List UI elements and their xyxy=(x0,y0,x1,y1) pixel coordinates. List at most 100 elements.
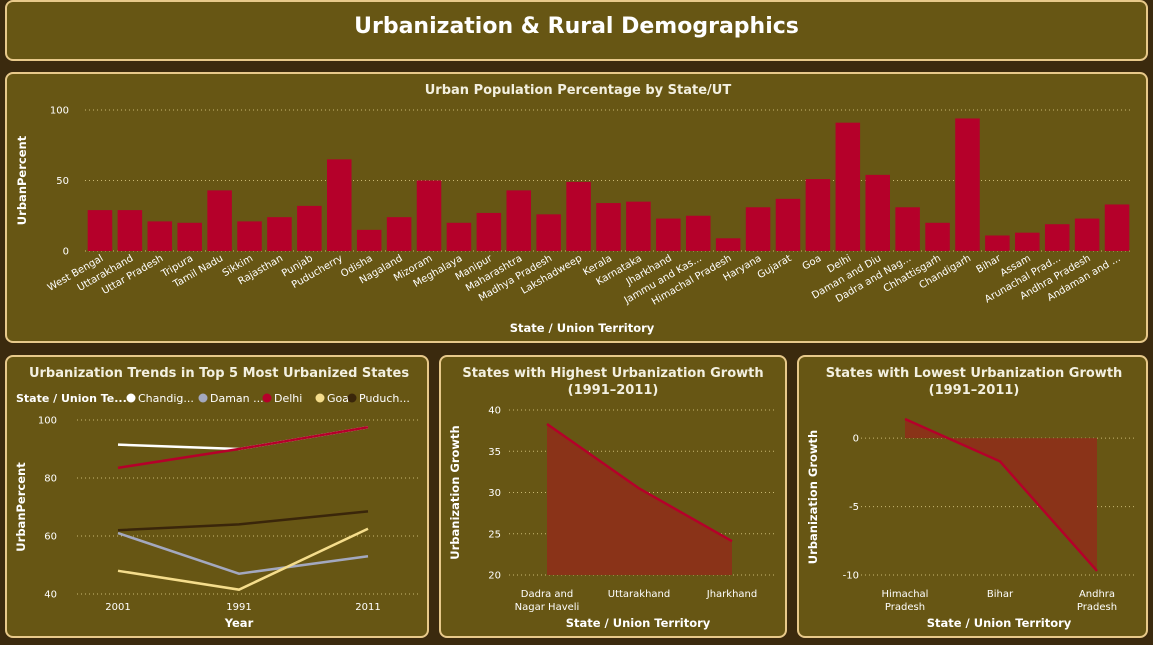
legend-label: Chandig... xyxy=(138,392,194,405)
area-line xyxy=(904,417,1098,572)
chart-title: States with Highest Urbanization Growth xyxy=(462,366,763,381)
bar xyxy=(925,222,950,251)
series-line xyxy=(117,426,369,470)
title-panel: Urbanization & Rural Demographics xyxy=(5,0,1148,61)
bar xyxy=(356,229,382,251)
x-tick-label: Bihar xyxy=(987,589,1014,600)
area-line xyxy=(546,423,733,543)
y-axis-title: UrbanPercent xyxy=(15,135,29,225)
legend-label: Puduch... xyxy=(359,392,410,405)
bar xyxy=(805,179,831,251)
legend-title: State / Union Te... xyxy=(16,392,127,405)
bar xyxy=(656,218,681,251)
bar xyxy=(566,181,591,251)
x-axis-title: State / Union Territory xyxy=(566,616,711,630)
lowest-growth-panel: States with Lowest Urbanization Growth (1… xyxy=(797,355,1148,638)
y-tick-label: -10 xyxy=(843,571,859,582)
x-tick-label: Dadra and xyxy=(521,589,573,600)
legend-marker xyxy=(262,393,272,403)
y-axis-title: Urbanization Growth xyxy=(806,430,820,564)
x-tick-label: Nagar Haveli xyxy=(515,602,580,613)
series-line xyxy=(117,531,369,575)
chart-title: Urban Population Percentage by State/UT xyxy=(425,83,732,98)
bar xyxy=(416,180,442,251)
y-tick-label: 50 xyxy=(56,176,69,187)
bar xyxy=(87,210,113,251)
urbanization-trends-line-chart: Urbanization Trends in Top 5 Most Urbani… xyxy=(14,366,419,630)
y-tick-label: 40 xyxy=(44,590,57,601)
y-axis-title: UrbanPercent xyxy=(14,462,28,552)
area-fill xyxy=(905,419,1097,571)
x-tick-label: 1991 xyxy=(226,602,251,613)
chart-title: States with Lowest Urbanization Growth xyxy=(826,366,1123,381)
bar xyxy=(536,214,561,251)
bar xyxy=(237,221,262,251)
x-tick-label: 2001 xyxy=(105,602,130,613)
x-axis-title: State / Union Territory xyxy=(927,616,1072,630)
x-tick-label: Goa xyxy=(801,253,824,273)
series-line xyxy=(117,426,369,451)
x-tick-label: Himachal xyxy=(882,589,929,600)
urban-percentage-panel: Urban Population Percentage by State/UT 0… xyxy=(5,72,1148,343)
legend-label: Daman ... xyxy=(210,392,264,405)
bar xyxy=(1044,224,1070,251)
chart-subtitle: (1991–2011) xyxy=(568,383,659,398)
page-title: Urbanization & Rural Demographics xyxy=(354,14,799,39)
y-tick-label: -5 xyxy=(849,502,859,513)
bar xyxy=(626,201,651,251)
highest-growth-area-chart: States with Highest Urbanization Growth (… xyxy=(448,366,775,630)
x-tick-label: Uttarakhand xyxy=(608,589,670,600)
trends-panel: Urbanization Trends in Top 5 Most Urbani… xyxy=(5,355,429,638)
y-tick-label: 0 xyxy=(853,434,859,445)
y-tick-label: 35 xyxy=(488,447,501,458)
bar xyxy=(895,207,920,251)
x-tick-label: Pradesh xyxy=(1077,602,1117,613)
x-axis-title: Year xyxy=(224,616,254,630)
y-tick-label: 30 xyxy=(488,488,501,499)
legend-marker xyxy=(126,393,136,403)
lowest-growth-area-chart: States with Lowest Urbanization Growth (1… xyxy=(806,366,1136,630)
chart-subtitle: (1991–2011) xyxy=(929,383,1020,398)
x-tick-label: Pradesh xyxy=(885,602,925,613)
legend-marker xyxy=(198,393,208,403)
highest-growth-panel: States with Highest Urbanization Growth (… xyxy=(439,355,787,638)
series-line xyxy=(117,510,369,532)
bar xyxy=(506,190,532,251)
y-tick-label: 0 xyxy=(63,247,69,258)
y-tick-label: 60 xyxy=(44,532,57,543)
bar xyxy=(327,159,352,251)
y-axis-title: Urbanization Growth xyxy=(448,425,462,559)
bar xyxy=(476,212,502,251)
bar xyxy=(117,210,143,251)
bar xyxy=(386,217,412,251)
bar xyxy=(267,217,292,251)
legend-label: Delhi xyxy=(274,392,302,405)
legend-label: Goa xyxy=(327,392,349,405)
y-tick-label: 100 xyxy=(50,106,69,117)
y-tick-label: 100 xyxy=(38,416,57,427)
x-tick-label: Gujarat xyxy=(756,253,794,281)
x-tick-label: Jharkhand xyxy=(706,589,757,600)
bar xyxy=(297,205,322,251)
x-axis-title: State / Union Territory xyxy=(510,321,655,335)
legend-marker xyxy=(347,393,357,403)
bar xyxy=(955,118,980,252)
bar xyxy=(207,190,232,251)
bar xyxy=(775,198,801,251)
chart-title: Urbanization Trends in Top 5 Most Urbani… xyxy=(29,366,409,381)
bar xyxy=(685,215,711,251)
legend-marker xyxy=(315,393,325,403)
bar xyxy=(715,238,741,251)
bar xyxy=(446,222,472,251)
series-line xyxy=(117,527,369,591)
area-fill xyxy=(547,424,732,575)
y-tick-label: 20 xyxy=(488,571,501,582)
bar xyxy=(147,221,173,251)
bar xyxy=(865,174,890,251)
bar xyxy=(177,222,202,251)
x-tick-label: 2011 xyxy=(355,602,380,613)
bar xyxy=(1074,218,1100,251)
y-tick-label: 80 xyxy=(44,474,57,485)
x-tick-label: Andhra xyxy=(1079,589,1115,600)
bar xyxy=(1015,232,1040,251)
